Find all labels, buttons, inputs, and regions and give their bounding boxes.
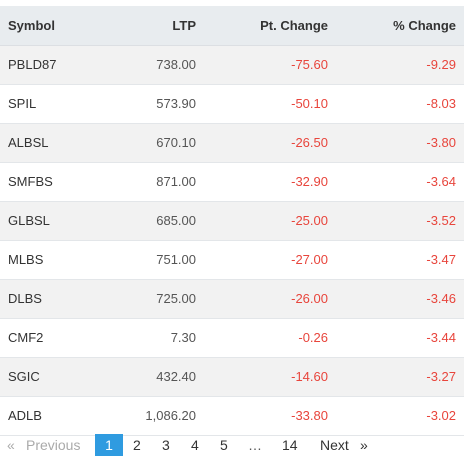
cell-symbol[interactable]: ALBSL bbox=[8, 135, 49, 150]
cell-symbol[interactable]: DLBS bbox=[8, 291, 42, 306]
cell-pt-change: -27.00 bbox=[291, 252, 328, 267]
cell-symbol[interactable]: SGIC bbox=[8, 369, 40, 384]
header-pct-change[interactable]: % Change bbox=[336, 6, 464, 46]
cell-pt-change: -14.60 bbox=[291, 369, 328, 384]
table-body: PBLD87 738.00 -75.60 -9.29 SPIL 573.90 -… bbox=[0, 45, 464, 435]
cell-pct-change: -3.47 bbox=[426, 252, 456, 267]
table-row[interactable]: DLBS 725.00 -26.00 -3.46 bbox=[0, 279, 464, 318]
cell-pt-change: -26.00 bbox=[291, 291, 328, 306]
page-button[interactable]: 4 bbox=[191, 437, 199, 453]
cell-symbol[interactable]: PBLD87 bbox=[8, 57, 57, 72]
cell-ltp: 573.90 bbox=[156, 96, 196, 111]
cell-pct-change: -3.44 bbox=[426, 330, 456, 345]
cell-symbol[interactable]: CMF2 bbox=[8, 330, 44, 345]
cell-ltp: 685.00 bbox=[156, 213, 196, 228]
cell-pt-change: -26.50 bbox=[291, 135, 328, 150]
cell-pt-change: -33.80 bbox=[291, 408, 328, 423]
cell-symbol[interactable]: MLBS bbox=[8, 252, 44, 267]
cell-ltp: 738.00 bbox=[156, 57, 196, 72]
losers-table: Symbol LTP Pt. Change % Change PBLD87 73… bbox=[0, 6, 464, 436]
table-row[interactable]: SPIL 573.90 -50.10 -8.03 bbox=[0, 84, 464, 123]
cell-symbol[interactable]: SMFBS bbox=[8, 174, 53, 189]
cell-ltp: 1,086.20 bbox=[145, 408, 196, 423]
cell-pct-change: -3.02 bbox=[426, 408, 456, 423]
table-header: Symbol LTP Pt. Change % Change bbox=[0, 6, 464, 46]
next-arrow-icon[interactable]: » bbox=[360, 437, 368, 453]
losers-table-container: Symbol LTP Pt. Change % Change PBLD87 73… bbox=[0, 6, 464, 436]
cell-pct-change: -3.46 bbox=[426, 291, 456, 306]
cell-pt-change: -0.26 bbox=[298, 330, 328, 345]
header-pt-change[interactable]: Pt. Change bbox=[204, 6, 336, 46]
table-row[interactable]: ADLB 1,086.20 -33.80 -3.02 bbox=[0, 396, 464, 435]
table-row[interactable]: GLBSL 685.00 -25.00 -3.52 bbox=[0, 201, 464, 240]
table-row[interactable]: SMFBS 871.00 -32.90 -3.64 bbox=[0, 162, 464, 201]
cell-pt-change: -32.90 bbox=[291, 174, 328, 189]
cell-pt-change: -50.10 bbox=[291, 96, 328, 111]
previous-button: Previous bbox=[26, 437, 81, 453]
page-button[interactable]: 2 bbox=[133, 437, 141, 453]
cell-ltp: 670.10 bbox=[156, 135, 196, 150]
next-button[interactable]: Next bbox=[320, 437, 349, 453]
cell-ltp: 432.40 bbox=[156, 369, 196, 384]
cell-pct-change: -3.64 bbox=[426, 174, 456, 189]
header-row: Symbol LTP Pt. Change % Change bbox=[0, 6, 464, 46]
last-page-button[interactable]: 14 bbox=[282, 437, 298, 453]
cell-ltp: 751.00 bbox=[156, 252, 196, 267]
table-row[interactable]: PBLD87 738.00 -75.60 -9.29 bbox=[0, 45, 464, 84]
prev-arrow-icon: « bbox=[7, 437, 15, 453]
cell-pt-change: -25.00 bbox=[291, 213, 328, 228]
header-symbol[interactable]: Symbol bbox=[0, 6, 100, 46]
page-button[interactable]: 5 bbox=[220, 437, 228, 453]
table-row[interactable]: ALBSL 670.10 -26.50 -3.80 bbox=[0, 123, 464, 162]
cell-ltp: 7.30 bbox=[170, 330, 196, 345]
cell-pct-change: -3.52 bbox=[426, 213, 456, 228]
cell-symbol[interactable]: ADLB bbox=[8, 408, 42, 423]
table-row[interactable]: CMF2 7.30 -0.26 -3.44 bbox=[0, 318, 464, 357]
page-button[interactable]: 3 bbox=[162, 437, 170, 453]
table-row[interactable]: SGIC 432.40 -14.60 -3.27 bbox=[0, 357, 464, 396]
cell-pct-change: -3.80 bbox=[426, 135, 456, 150]
cell-pct-change: -9.29 bbox=[426, 57, 456, 72]
pagination-ellipsis: … bbox=[248, 437, 262, 453]
cell-pct-change: -8.03 bbox=[426, 96, 456, 111]
cell-pt-change: -75.60 bbox=[291, 57, 328, 72]
page-button-active[interactable]: 1 bbox=[95, 434, 123, 456]
cell-symbol[interactable]: SPIL bbox=[8, 96, 37, 111]
cell-ltp: 725.00 bbox=[156, 291, 196, 306]
cell-ltp: 871.00 bbox=[156, 174, 196, 189]
pagination: « Previous 1 2 3 4 5 … 14 Next » bbox=[0, 434, 476, 456]
table-row[interactable]: MLBS 751.00 -27.00 -3.47 bbox=[0, 240, 464, 279]
header-ltp[interactable]: LTP bbox=[100, 6, 204, 46]
cell-symbol[interactable]: GLBSL bbox=[8, 213, 50, 228]
cell-pct-change: -3.27 bbox=[426, 369, 456, 384]
